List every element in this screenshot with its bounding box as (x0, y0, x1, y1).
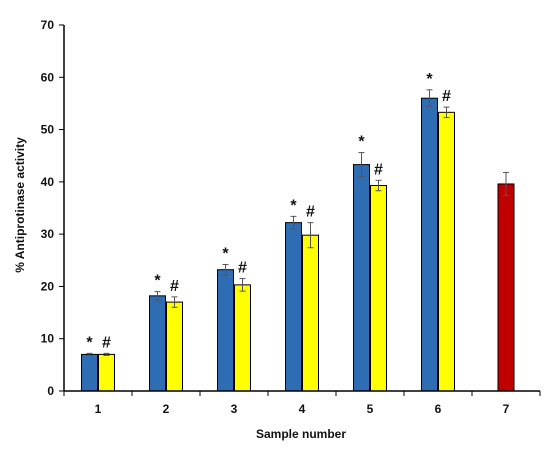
bar-series1-sample-5 (353, 164, 370, 392)
significance-marker-series1-sample-2: * (154, 273, 161, 290)
significance-marker-series1-sample-1: * (86, 334, 93, 351)
x-tick-label-6: 6 (435, 402, 442, 416)
bar-series2-sample-2 (166, 301, 183, 392)
bar-series3-sample-7 (497, 183, 515, 392)
significance-marker-series1-sample-3: * (222, 245, 229, 262)
significance-marker-series2-sample-4: # (306, 204, 315, 221)
bar-series1-sample-6 (421, 97, 438, 392)
significance-marker-series1-sample-4: * (290, 197, 297, 214)
significance-marker-series1-sample-5: * (358, 134, 365, 151)
x-tick-label-1: 1 (95, 402, 102, 416)
y-tick-label-50: 50 (41, 123, 55, 137)
y-tick-label-30: 30 (41, 227, 55, 241)
bars-layer (81, 97, 515, 392)
labels-layer: 0 10 20 30 40 50 60 70 1 2 3 4 5 6 7 (41, 18, 510, 416)
significance-marker-series2-sample-5: # (374, 161, 383, 178)
significance-marker-series2-sample-2: # (170, 278, 179, 295)
significance-marker-series2-sample-1: # (102, 334, 111, 351)
y-tick-label-0: 0 (47, 384, 54, 398)
x-tick-label-5: 5 (367, 402, 374, 416)
bar-series2-sample-1 (98, 353, 115, 392)
x-tick-label-3: 3 (231, 402, 238, 416)
bar-series2-sample-5 (370, 185, 387, 392)
bar-series1-sample-2 (149, 295, 166, 392)
bar-series2-sample-3 (234, 284, 251, 392)
axes-layer (59, 24, 541, 396)
x-tick-label-7: 7 (503, 402, 510, 416)
y-tick-label-10: 10 (41, 332, 55, 346)
bar-series1-sample-4 (285, 222, 302, 392)
x-tick-label-4: 4 (299, 402, 306, 416)
significance-marker-series1-sample-6: * (426, 71, 433, 88)
y-tick-label-70: 70 (41, 18, 55, 32)
bar-series1-sample-1 (81, 353, 98, 392)
y-tick-label-20: 20 (41, 279, 55, 293)
y-tick-label-60: 60 (41, 70, 55, 84)
significance-markers-layer: * # * # * # * # * # * # (86, 71, 451, 352)
error-bars-layer (86, 89, 509, 356)
x-tick-label-2: 2 (163, 402, 170, 416)
significance-marker-series2-sample-6: # (442, 88, 451, 105)
bar-series2-sample-4 (302, 234, 319, 392)
y-tick-label-40: 40 (41, 175, 55, 189)
significance-marker-series2-sample-3: # (238, 260, 247, 277)
x-axis-title: Sample number (256, 427, 346, 441)
y-axis-title: % Antiprotinase activity (13, 137, 27, 273)
bar-series1-sample-3 (217, 269, 234, 392)
bar-series2-sample-6 (438, 111, 455, 392)
